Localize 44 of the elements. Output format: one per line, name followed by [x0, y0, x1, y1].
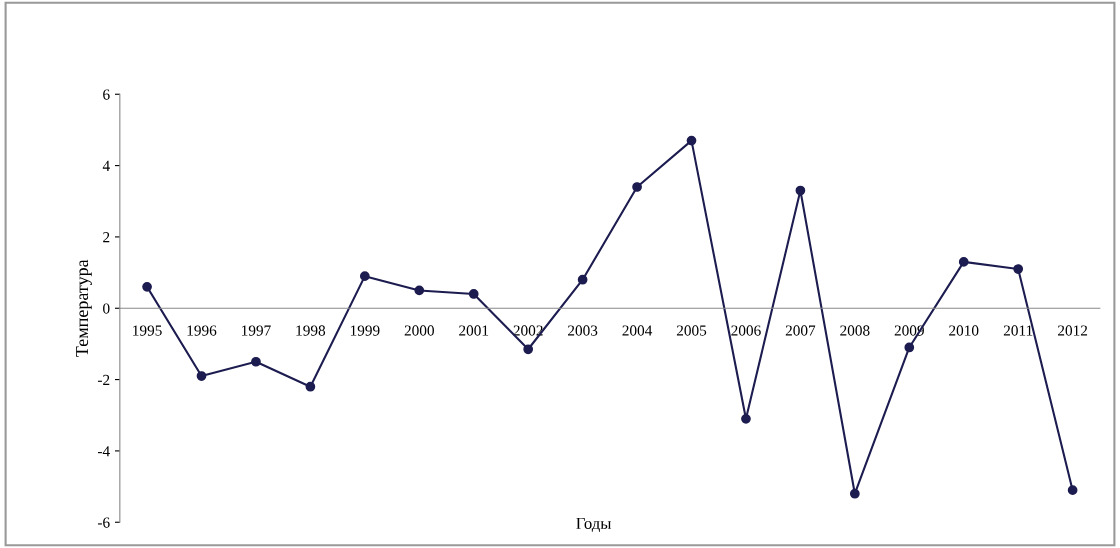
x-tick-label: 1995 [133, 325, 162, 336]
x-tick-label: 2007 [785, 325, 816, 336]
point [359, 271, 370, 282]
point [305, 381, 316, 392]
x-tick-label: 2003 [568, 325, 598, 336]
point [251, 356, 261, 367]
x-tick-label: 1998 [296, 325, 326, 336]
point [523, 344, 534, 355]
x-tick-label: 1999 [350, 325, 380, 336]
y-axis-title: Температура [76, 259, 92, 357]
x-tick-label: 2008 [840, 325, 870, 336]
x-tick-label: 2012 [1058, 325, 1088, 336]
point [142, 281, 152, 292]
y-tick-label: -6 [97, 517, 110, 528]
y-tick-label: -2 [97, 374, 110, 385]
x-tick-label: 2001 [459, 325, 489, 336]
x-tick-label: 2011 [1003, 325, 1033, 336]
point [1013, 264, 1024, 274]
point [686, 135, 697, 146]
x-tick-label: 1997 [242, 325, 271, 336]
x-tick-label: 2006 [731, 325, 761, 336]
point [468, 289, 479, 299]
y-tick-label: 4 [102, 160, 110, 171]
y-tick-label: 0 [103, 303, 110, 314]
point [1067, 485, 1078, 496]
point [849, 488, 860, 499]
x-axis-title: Годы [576, 517, 612, 533]
point [795, 185, 806, 196]
point [741, 413, 751, 424]
y-tick-label: 6 [103, 89, 110, 100]
point [196, 371, 207, 381]
point [904, 342, 915, 353]
x-tick-label: 2002 [513, 325, 543, 336]
y-tick-label: -4 [97, 446, 110, 457]
y-tick-label: 2 [103, 232, 110, 243]
x-tick-label: 2004 [622, 325, 653, 336]
x-tick-label: 2000 [404, 325, 434, 336]
x-tick-label: 1996 [187, 325, 217, 336]
x-tick-label: 2005 [676, 325, 707, 336]
x-tick-label: 2010 [949, 325, 979, 336]
point [632, 182, 642, 192]
point [958, 257, 969, 267]
point [577, 274, 588, 285]
point [414, 285, 425, 296]
